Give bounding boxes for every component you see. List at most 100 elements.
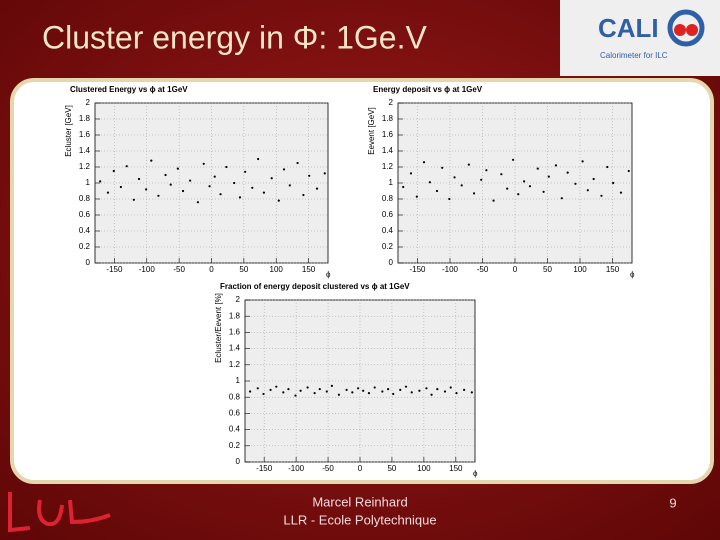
point xyxy=(492,199,495,202)
point xyxy=(467,163,470,166)
point xyxy=(619,191,623,194)
point xyxy=(606,165,609,169)
point xyxy=(500,173,503,176)
point xyxy=(315,187,319,190)
point xyxy=(409,172,413,175)
point xyxy=(137,177,141,181)
y-tick-label: 1 xyxy=(236,376,241,385)
point xyxy=(157,194,160,197)
point xyxy=(418,389,421,392)
y-tick-label: 1 xyxy=(389,178,394,187)
point xyxy=(189,179,192,182)
point xyxy=(313,392,316,395)
point xyxy=(441,166,444,169)
point xyxy=(233,181,236,185)
y-tick-label: 0.4 xyxy=(382,226,394,235)
x-tick-label: 100 xyxy=(573,265,587,274)
point xyxy=(150,159,153,162)
y-tick-label: 1.4 xyxy=(382,146,394,155)
y-tick-label: 0.8 xyxy=(229,392,241,401)
point xyxy=(99,180,102,183)
y-tick-label: 1.4 xyxy=(79,146,91,155)
point xyxy=(277,199,280,202)
point xyxy=(435,189,439,193)
y-tick-label: 1.2 xyxy=(79,162,91,171)
point xyxy=(299,389,302,392)
point xyxy=(318,388,321,391)
point xyxy=(132,198,135,201)
x-tick-label: -100 xyxy=(288,464,305,473)
point xyxy=(238,196,242,199)
point xyxy=(275,385,278,388)
point xyxy=(410,391,413,394)
point xyxy=(244,170,247,173)
x-tick-label: 150 xyxy=(606,265,620,274)
point xyxy=(282,391,285,394)
point xyxy=(443,390,447,393)
point xyxy=(592,177,595,181)
point xyxy=(269,388,272,392)
point xyxy=(581,160,584,163)
point xyxy=(330,384,333,387)
point xyxy=(325,390,328,393)
point xyxy=(399,388,402,392)
y-tick-label: 0.4 xyxy=(79,226,91,235)
y-axis-label: Eevent [GeV] xyxy=(367,107,376,155)
point xyxy=(306,386,309,389)
point xyxy=(523,180,526,183)
point xyxy=(164,173,167,177)
point xyxy=(381,390,384,393)
y-tick-label: 0.2 xyxy=(79,242,91,251)
point xyxy=(196,201,200,204)
point xyxy=(145,188,148,191)
page-number: 9 xyxy=(669,495,676,510)
point xyxy=(288,184,291,187)
x-tick-label: 0 xyxy=(513,265,518,274)
logo-dot xyxy=(674,24,686,36)
point xyxy=(287,388,290,391)
point xyxy=(422,161,426,164)
y-tick-label: 2 xyxy=(389,98,394,107)
point xyxy=(356,387,360,390)
point xyxy=(387,388,390,391)
point xyxy=(612,181,615,185)
point xyxy=(463,388,466,392)
plot-area xyxy=(94,102,329,264)
y-tick-label: 0.6 xyxy=(382,210,394,219)
point xyxy=(402,185,405,189)
y-axis-label: Ecluster/Eevent [%] xyxy=(214,293,223,363)
y-tick-label: 1.2 xyxy=(229,360,241,369)
x-tick-label: 150 xyxy=(302,265,316,274)
point xyxy=(202,162,205,165)
y-tick-label: 2 xyxy=(86,98,91,107)
y-tick-label: 0.6 xyxy=(79,210,91,219)
point xyxy=(225,165,228,169)
point xyxy=(270,177,273,180)
point xyxy=(337,393,341,396)
y-tick-label: 1.8 xyxy=(229,311,241,320)
point xyxy=(106,191,110,194)
point xyxy=(542,190,545,193)
footer-affiliation: LLR - Ecole Polytechnique xyxy=(283,512,436,527)
point xyxy=(560,197,563,200)
point xyxy=(547,175,550,178)
point xyxy=(448,197,451,201)
point xyxy=(430,393,433,396)
point xyxy=(586,189,589,192)
y-tick-label: 0.8 xyxy=(382,194,394,203)
point xyxy=(208,185,211,188)
point xyxy=(574,182,577,185)
point xyxy=(373,386,376,389)
y-tick-label: 1.6 xyxy=(229,328,241,337)
point xyxy=(251,186,254,189)
chart-title: Energy deposit vs ϕ at 1GeV xyxy=(373,85,483,94)
y-tick-label: 2 xyxy=(236,295,241,304)
point xyxy=(176,167,179,170)
point xyxy=(404,385,408,388)
y-tick-label: 0 xyxy=(86,258,91,267)
x-axis-label: ϕ xyxy=(473,469,478,478)
x-tick-label: 50 xyxy=(239,265,248,274)
point xyxy=(294,394,297,397)
charts: Clustered Energy vs ϕ at 1GeV Ecluster [G… xyxy=(64,85,635,478)
point xyxy=(506,187,509,190)
